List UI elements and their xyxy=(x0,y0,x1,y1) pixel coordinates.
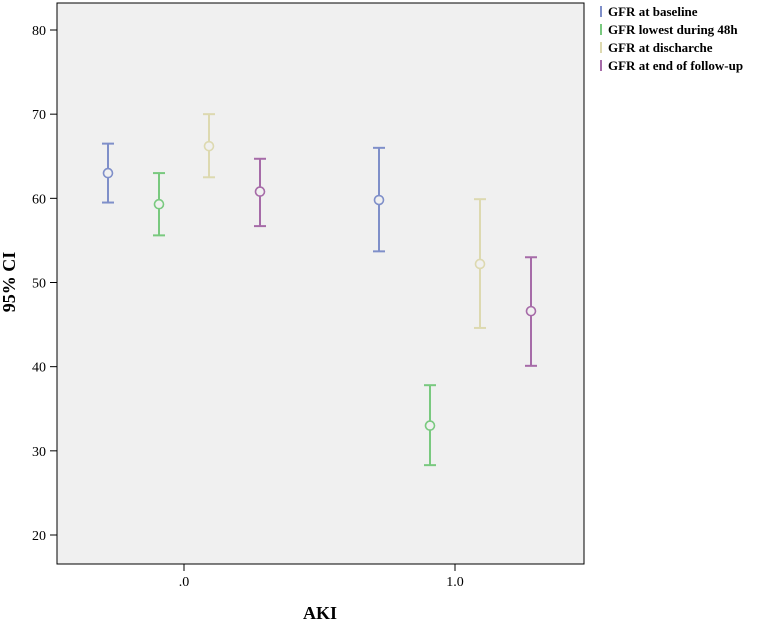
legend-item: GFR at end of follow-up xyxy=(600,58,743,73)
y-tick-label: 80 xyxy=(32,24,46,39)
legend-label: GFR lowest during 48h xyxy=(608,22,738,37)
mean-marker xyxy=(474,258,486,270)
mean-marker xyxy=(424,420,436,431)
legend-label: GFR at discharche xyxy=(608,40,713,55)
y-axis: 20 30 40 50 60 70 80 xyxy=(32,24,57,544)
plot-area xyxy=(56,2,585,565)
x-axis: .0 1.0 xyxy=(179,564,464,590)
error-bar xyxy=(373,146,385,253)
legend-item: GFR at baseline xyxy=(600,4,698,19)
y-tick-label: 40 xyxy=(32,361,46,376)
error-bar xyxy=(525,256,537,367)
mean-marker xyxy=(203,140,215,152)
legend-item: GFR lowest during 48h xyxy=(600,22,738,37)
x-tick-label: .0 xyxy=(179,575,190,590)
y-axis-title: 95% CI xyxy=(0,252,19,313)
error-bar xyxy=(203,113,215,179)
mean-marker xyxy=(153,198,165,210)
error-bar xyxy=(102,142,114,204)
mean-marker xyxy=(525,305,537,317)
mean-marker xyxy=(373,194,385,206)
data-marks xyxy=(102,113,537,467)
legend-item: GFR at discharche xyxy=(600,40,713,55)
legend-label: GFR at baseline xyxy=(608,4,698,19)
legend: GFR at baseline GFR lowest during 48h GFR … xyxy=(600,4,743,73)
error-bar xyxy=(424,384,436,467)
y-tick-label: 20 xyxy=(32,529,46,544)
y-tick-label: 50 xyxy=(32,277,46,292)
error-bar xyxy=(254,157,266,228)
y-tick-label: 30 xyxy=(32,445,46,460)
x-axis-title: AKI xyxy=(303,603,337,620)
x-tick-label: 1.0 xyxy=(446,575,464,590)
legend-label: GFR at end of follow-up xyxy=(608,58,743,73)
y-tick-label: 70 xyxy=(32,108,46,123)
mean-marker xyxy=(102,167,114,179)
mean-marker xyxy=(254,186,266,197)
y-tick-label: 60 xyxy=(32,192,46,207)
error-bar xyxy=(153,172,165,237)
error-bar xyxy=(474,198,486,329)
